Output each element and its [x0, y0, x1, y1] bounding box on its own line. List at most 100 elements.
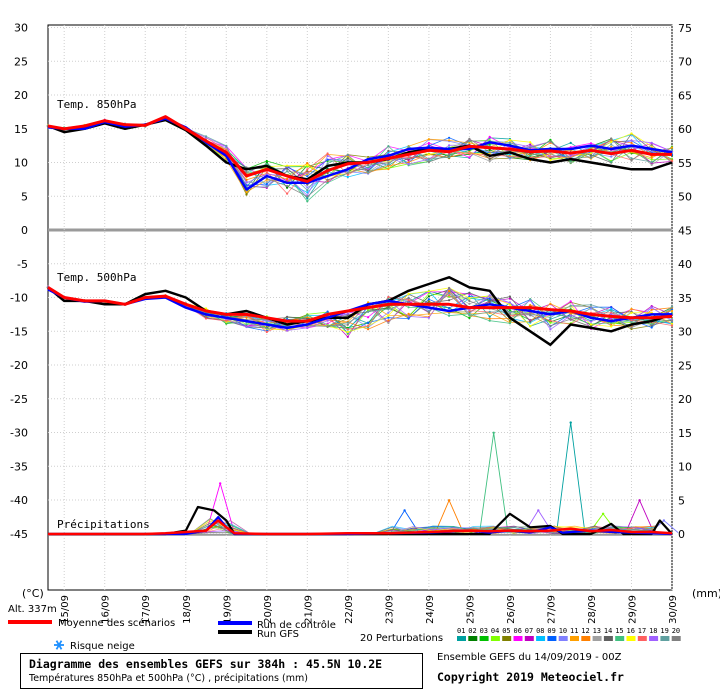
ensemble-member-point [286, 184, 289, 188]
left-tick-label: 0 [21, 224, 28, 237]
ensemble-member-point [387, 311, 390, 314]
ensemble-member-point [407, 292, 410, 295]
ensemble-member-point [670, 322, 674, 325]
ensemble-member-point [306, 168, 309, 171]
precip-spike-point [219, 482, 222, 485]
ensemble-member-point [468, 141, 471, 145]
ensemble-member-point [529, 146, 532, 149]
ensemble-member-point [265, 162, 268, 165]
ensemble-member-point [630, 311, 633, 314]
precip-spike-point [492, 431, 495, 434]
chart-title: Diagramme des ensembles GEFS sur 384h : … [29, 657, 383, 671]
ensemble-member-point [650, 145, 653, 148]
ensemble-member-point [468, 152, 471, 155]
precip-mean-line [48, 519, 673, 536]
ensemble-member-point [306, 191, 309, 194]
ensemble-member-point [427, 138, 430, 141]
ensemble-member-point [670, 319, 674, 322]
left-tick-label: -30 [10, 427, 28, 440]
ensemble-member-point [387, 306, 390, 309]
run-info: Ensemble GEFS du 14/09/2019 - 00Z [437, 652, 622, 663]
perturbation-swatch [592, 636, 602, 641]
ensemble-member-point [367, 321, 370, 324]
ensemble-member-point [589, 155, 593, 158]
ensemble-member-point [448, 314, 451, 317]
ensemble-member-point [549, 328, 552, 331]
ensemble-member-point [306, 195, 309, 198]
ensemble-member-point [245, 316, 248, 319]
perturbation-swatch [581, 636, 591, 641]
ensemble-member-point [650, 160, 653, 164]
x-tick-label: 16/09 [101, 595, 112, 624]
legend-layer: Moyenne des scénarios Run de contrôleRun … [8, 617, 681, 652]
ensemble-member-point [367, 328, 370, 331]
ensemble-member-point [630, 321, 633, 324]
ensemble-member-point [346, 173, 349, 176]
right-tick-label: 25 [678, 359, 692, 372]
ensemble-member-point [610, 160, 613, 163]
ensemble-member-point [589, 153, 593, 156]
ensemble-member-point [508, 303, 511, 306]
ensemble-member-point [589, 305, 593, 308]
x-tick-label: 20/09 [263, 595, 274, 624]
perturbation-id: 20 [672, 627, 680, 635]
ensemble-member-point [346, 331, 349, 334]
ensemble-member-point [427, 153, 430, 156]
perturbation-id: 18 [649, 627, 657, 635]
x-tick-label: 15/09 [60, 595, 71, 624]
precip-spike-point [537, 509, 540, 512]
ensemble-member-point [529, 304, 532, 307]
ensemble-member-point [488, 294, 491, 297]
ensemble-member-point [265, 181, 268, 184]
perturbation-swatch [671, 636, 681, 641]
ensemble-member-point [468, 308, 471, 311]
ensemble-member-point [589, 152, 593, 155]
ensemble-member-point [589, 320, 593, 323]
ensemble-member-point [407, 155, 410, 159]
right-tick-label: 30 [678, 326, 692, 339]
ensemble-member-point [650, 306, 653, 309]
left-tick-label: -20 [10, 359, 28, 372]
right-tick-label: 40 [678, 258, 692, 271]
ensemble-member-point [387, 321, 390, 325]
ensemble-member-point [225, 144, 228, 147]
ensemble-member-point [326, 152, 329, 155]
perturbation-id: 06 [514, 627, 522, 635]
ensemble-member-point [245, 181, 248, 184]
ensemble-member-point [367, 324, 370, 327]
ensemble-member-point [589, 323, 593, 326]
right-tick-label: 75 [678, 22, 692, 35]
x-tick-label: 28/09 [587, 595, 598, 624]
ensemble-member-point [367, 167, 370, 170]
ensemble-member-point [448, 299, 451, 302]
ensemble-member-point [630, 326, 633, 329]
ensemble-member-point [549, 155, 552, 158]
ensemble-member-point [407, 161, 410, 164]
ensemble-member-point [488, 148, 491, 151]
ensemble-member-point [508, 138, 511, 142]
ensemble-member-point [367, 316, 370, 319]
perturbation-id: 15 [615, 627, 623, 635]
ensemble-member-point [265, 182, 268, 186]
left-tick-label: 10 [14, 157, 28, 170]
ensemble-member-point [448, 289, 451, 292]
x-tick-label: 25/09 [465, 595, 476, 624]
ensemble-member-point [468, 291, 471, 294]
perturbation-swatch [626, 636, 636, 641]
ensemble-member-point [326, 158, 329, 161]
ensemble-member-point [670, 305, 674, 308]
ensemble-member-point [529, 299, 532, 302]
ensemble-member-point [630, 139, 633, 142]
right-tick-label: 70 [678, 56, 692, 69]
perturbation-swatch [603, 636, 613, 641]
ensemble-member-point [346, 312, 349, 315]
ensemble-member-point [306, 200, 309, 203]
ensemble-member-point [427, 157, 430, 161]
title-box: Diagramme des ensembles GEFS sur 384h : … [20, 653, 423, 689]
ensemble-member-point [407, 296, 410, 300]
ensemble-member-point [468, 137, 471, 140]
ensemble-member-point [427, 311, 430, 314]
perturbation-swatch [468, 636, 478, 641]
ensemble-member-point [306, 172, 309, 175]
perturbation-swatch [479, 636, 489, 641]
